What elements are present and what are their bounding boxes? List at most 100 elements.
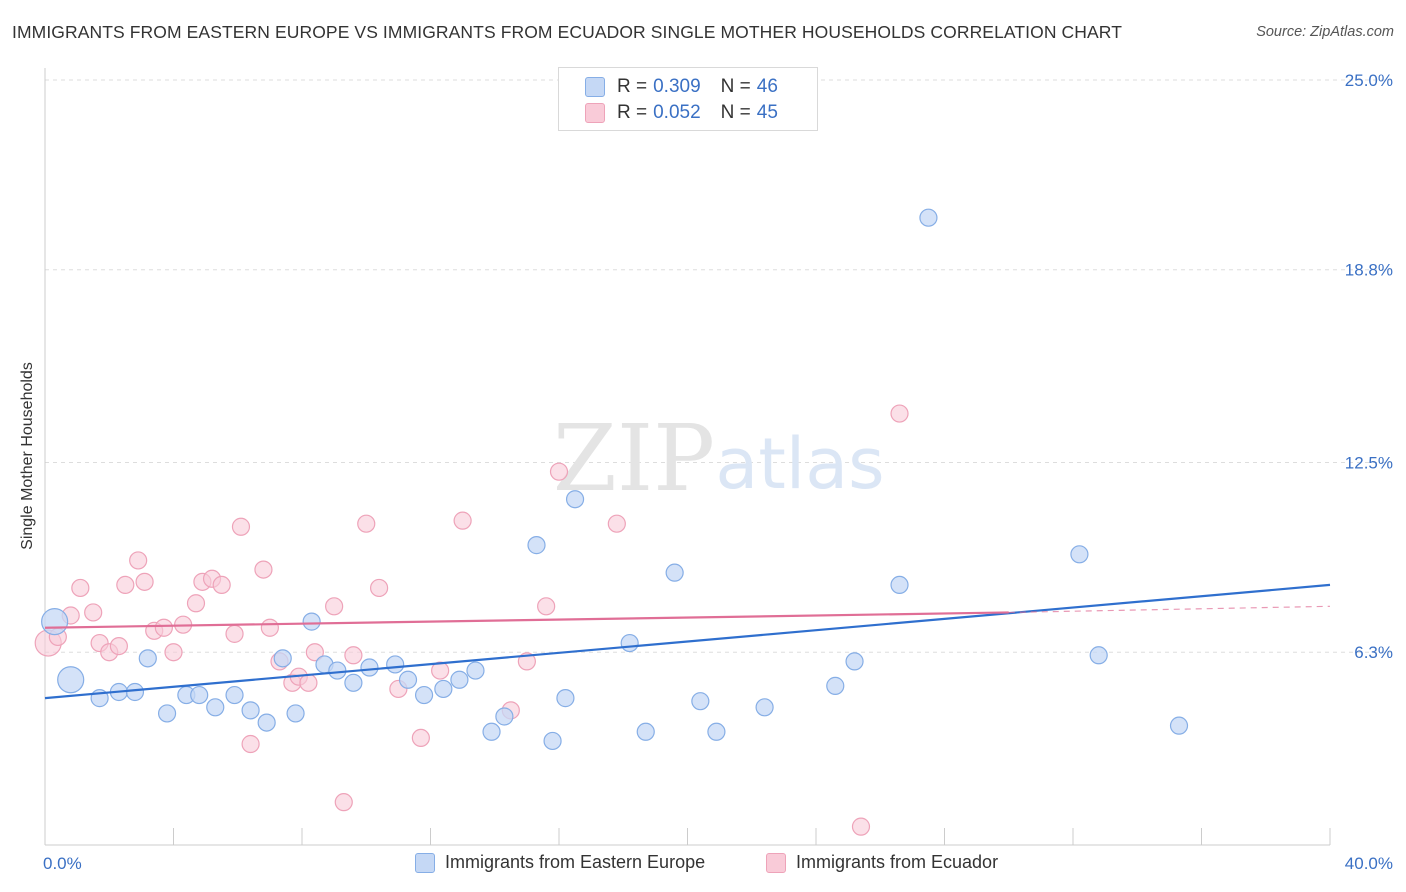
eastern-europe-point	[328, 661, 347, 680]
y-tick-label: 12.5%	[1345, 454, 1393, 473]
eastern-europe-point	[1070, 545, 1089, 564]
x-tick-label-min: 0.0%	[43, 854, 82, 873]
eastern-europe-point	[482, 722, 501, 741]
x-tick-label-max: 40.0%	[1345, 854, 1393, 873]
ecuador-point	[890, 404, 909, 423]
grid-lines	[45, 79, 1392, 653]
ecuador-point	[305, 643, 324, 662]
series-swatch-blue	[415, 852, 435, 873]
watermark: ZIP atlas	[553, 405, 885, 512]
ecuador-point	[116, 575, 135, 595]
correlation-legend: R = 0.309 N = 46 R = 0.052 N = 45	[558, 67, 818, 131]
legend-r-label: R =	[617, 76, 648, 97]
legend-r-label: R =	[617, 102, 648, 123]
ecuador-point	[71, 578, 90, 598]
watermark-atlas: atlas	[715, 423, 884, 505]
legend-n-value: 45	[756, 102, 778, 123]
eastern-europe-point	[691, 692, 710, 711]
eastern-europe-point	[157, 704, 177, 723]
ecuador-point	[851, 817, 871, 836]
eastern-europe-point	[1089, 646, 1108, 665]
ecuador-point	[241, 734, 260, 754]
eastern-europe-point	[890, 575, 909, 595]
legend-n-label: N =	[720, 102, 751, 123]
eastern-europe-point	[41, 608, 69, 636]
eastern-europe-point	[527, 536, 546, 555]
ecuador-point	[549, 462, 569, 481]
series-legend-label: Immigrants from Ecuador	[796, 852, 999, 872]
eastern-europe-point	[257, 713, 276, 732]
series-swatch-pink	[766, 852, 786, 873]
ecuador-point	[129, 551, 148, 570]
ecuador-point	[357, 514, 376, 533]
eastern-europe-point	[360, 658, 379, 677]
eastern-europe-point	[707, 722, 726, 741]
ecuador-point	[225, 624, 244, 643]
source-credit: Source: ZipAtlas.com	[1256, 24, 1394, 40]
ecuador-trend-extension	[1008, 605, 1331, 614]
legend-row-eastern-europe: R = 0.309 N = 46	[585, 76, 778, 98]
eastern-europe-point	[386, 655, 405, 674]
ecuador-point	[537, 597, 556, 616]
ecuador-trend-line	[44, 611, 1009, 629]
ecuador-point	[411, 728, 430, 748]
eastern-europe-point	[241, 701, 260, 720]
y-tick-label: 25.0%	[1345, 71, 1393, 90]
ecuador-point	[431, 661, 450, 680]
series-legend-label: Immigrants from Eastern Europe	[445, 852, 706, 872]
legend-r-value: 0.309	[653, 76, 701, 97]
chart-title: IMMIGRANTS FROM EASTERN EUROPE VS IMMIGR…	[12, 22, 1123, 42]
series-legend: Immigrants from Eastern Europe Immigrant…	[0, 852, 1406, 876]
eastern-europe-point	[665, 563, 684, 582]
eastern-europe-point	[302, 612, 321, 631]
eastern-europe-point	[138, 649, 157, 668]
ecuador-point	[260, 618, 279, 637]
eastern-europe-point	[620, 633, 639, 653]
eastern-europe-point	[414, 685, 434, 705]
trend-lines	[44, 583, 1331, 700]
eastern-europe-point	[1169, 716, 1189, 735]
ecuador-point	[186, 594, 206, 613]
ecuador-point	[231, 517, 251, 536]
eastern-europe-point	[826, 676, 845, 695]
legend-n-label: N =	[720, 76, 751, 97]
eastern-europe-point	[434, 679, 453, 699]
eastern-europe-point	[450, 670, 469, 689]
ecuador-point	[154, 618, 173, 637]
eastern-europe-point	[636, 722, 655, 741]
legend-n-value: 46	[756, 76, 778, 97]
eastern-europe-point	[543, 731, 562, 751]
eastern-europe-point	[206, 698, 225, 717]
eastern-europe-point	[125, 682, 145, 702]
ecuador-point	[109, 636, 128, 656]
legend-swatch-pink	[585, 103, 605, 123]
legend-r-value: 0.052	[653, 102, 701, 123]
eastern-europe-point	[845, 652, 864, 671]
y-tick-label: 6.3%	[1354, 643, 1393, 662]
eastern-europe-point	[565, 490, 585, 509]
eastern-europe-point	[286, 704, 305, 723]
tick-labels: 6.3% 12.5% 18.8% 25.0% 0.0% 40.0%	[43, 71, 1393, 873]
eastern-europe-trend-line	[44, 583, 1331, 700]
eastern-europe-point	[225, 685, 244, 705]
series-legend-eastern-europe: Immigrants from Eastern Europe	[415, 852, 705, 873]
eastern-europe-point	[273, 649, 292, 668]
ecuador-point	[517, 652, 536, 671]
ecuador-point	[299, 673, 318, 692]
eastern-europe-point	[57, 666, 85, 694]
legend-row-ecuador: R = 0.052 N = 45	[585, 102, 778, 124]
y-tick-label: 18.8%	[1345, 261, 1393, 280]
ecuador-point	[212, 575, 231, 595]
ecuador-point	[453, 511, 472, 530]
eastern-europe-point	[919, 208, 938, 227]
eastern-europe-point	[344, 673, 363, 692]
legend-swatch-blue	[585, 77, 605, 97]
ecuador-point	[254, 560, 273, 579]
ecuador-point	[164, 643, 183, 662]
ecuador-point	[344, 646, 363, 665]
series-legend-ecuador: Immigrants from Ecuador	[766, 852, 998, 873]
ecuador-point	[325, 597, 344, 616]
ecuador-point	[334, 793, 353, 812]
ecuador-point	[607, 514, 626, 533]
